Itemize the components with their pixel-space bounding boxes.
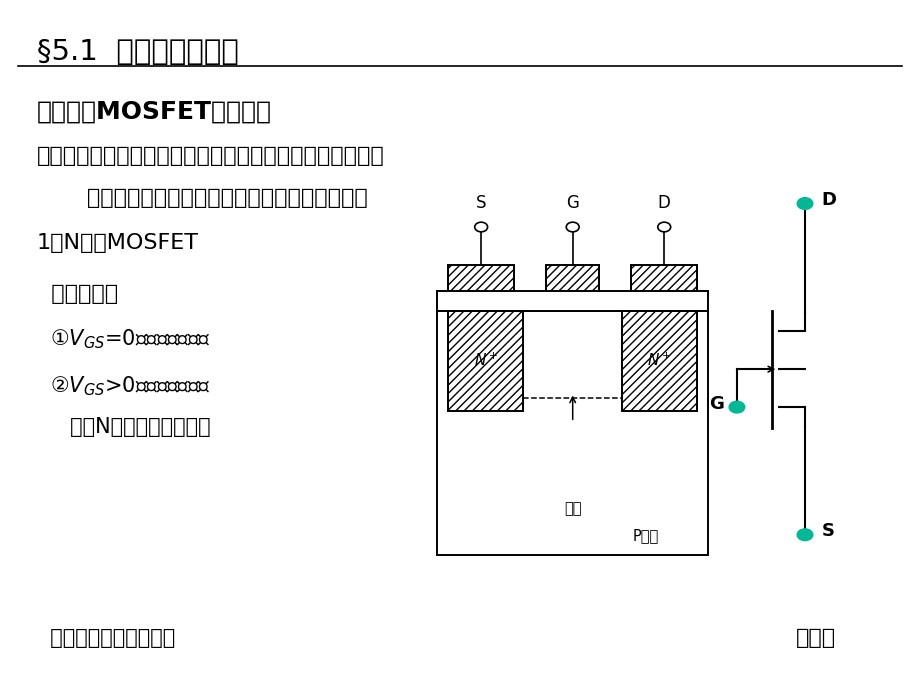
Circle shape: [565, 222, 579, 232]
Circle shape: [474, 222, 487, 232]
Text: 形成N沟道，电子导电。: 形成N沟道，电子导电。: [37, 417, 210, 437]
Text: $N^+$: $N^+$: [473, 352, 497, 369]
Bar: [448, 265, 514, 291]
Text: 类型：增强型，耗尽型: 类型：增强型，耗尽型: [37, 628, 175, 648]
Text: G: G: [566, 194, 578, 212]
Text: ①$V_{GS}$=0，无导电沟道。: ①$V_{GS}$=0，无导电沟道。: [37, 328, 210, 351]
Bar: [448, 265, 514, 291]
Bar: [437, 310, 708, 555]
Bar: [546, 265, 599, 291]
Text: D: D: [657, 194, 670, 212]
Text: S: S: [821, 522, 834, 540]
Text: G: G: [709, 395, 723, 413]
Text: $N^+$: $N^+$: [647, 352, 671, 369]
Circle shape: [796, 198, 812, 210]
Bar: [630, 265, 697, 291]
Text: P基片: P基片: [632, 529, 658, 544]
Text: 工作原理：: 工作原理：: [37, 284, 118, 304]
Text: 1．N沟道MOSFET: 1．N沟道MOSFET: [37, 233, 199, 253]
Text: 工作速度高，无二次击穿问题，安全工作区宽。: 工作速度高，无二次击穿问题，安全工作区宽。: [37, 188, 368, 208]
Text: ②$V_{GS}$>0，反型层出现，: ②$V_{GS}$>0，反型层出现，: [37, 374, 210, 397]
Bar: [621, 310, 697, 411]
Text: 特点：单极型电压控制器件，具有自关断能力，驱动功率小: 特点：单极型电压控制器件，具有自关断能力，驱动功率小: [37, 146, 384, 166]
Circle shape: [728, 402, 744, 413]
Text: 增强型: 增强型: [795, 628, 835, 648]
Text: 沟道: 沟道: [563, 501, 581, 516]
Text: S: S: [475, 194, 486, 212]
Bar: [448, 310, 523, 411]
Text: §5.1  结构与工作原理: §5.1 结构与工作原理: [37, 38, 238, 66]
Text: 一、普通MOSFET基本结构: 一、普通MOSFET基本结构: [37, 100, 271, 124]
Circle shape: [796, 529, 812, 541]
Bar: [546, 265, 599, 291]
Bar: [630, 265, 697, 291]
Text: D: D: [821, 191, 835, 209]
Circle shape: [657, 222, 670, 232]
Bar: [437, 291, 708, 310]
Bar: [448, 310, 523, 411]
Bar: [621, 310, 697, 411]
